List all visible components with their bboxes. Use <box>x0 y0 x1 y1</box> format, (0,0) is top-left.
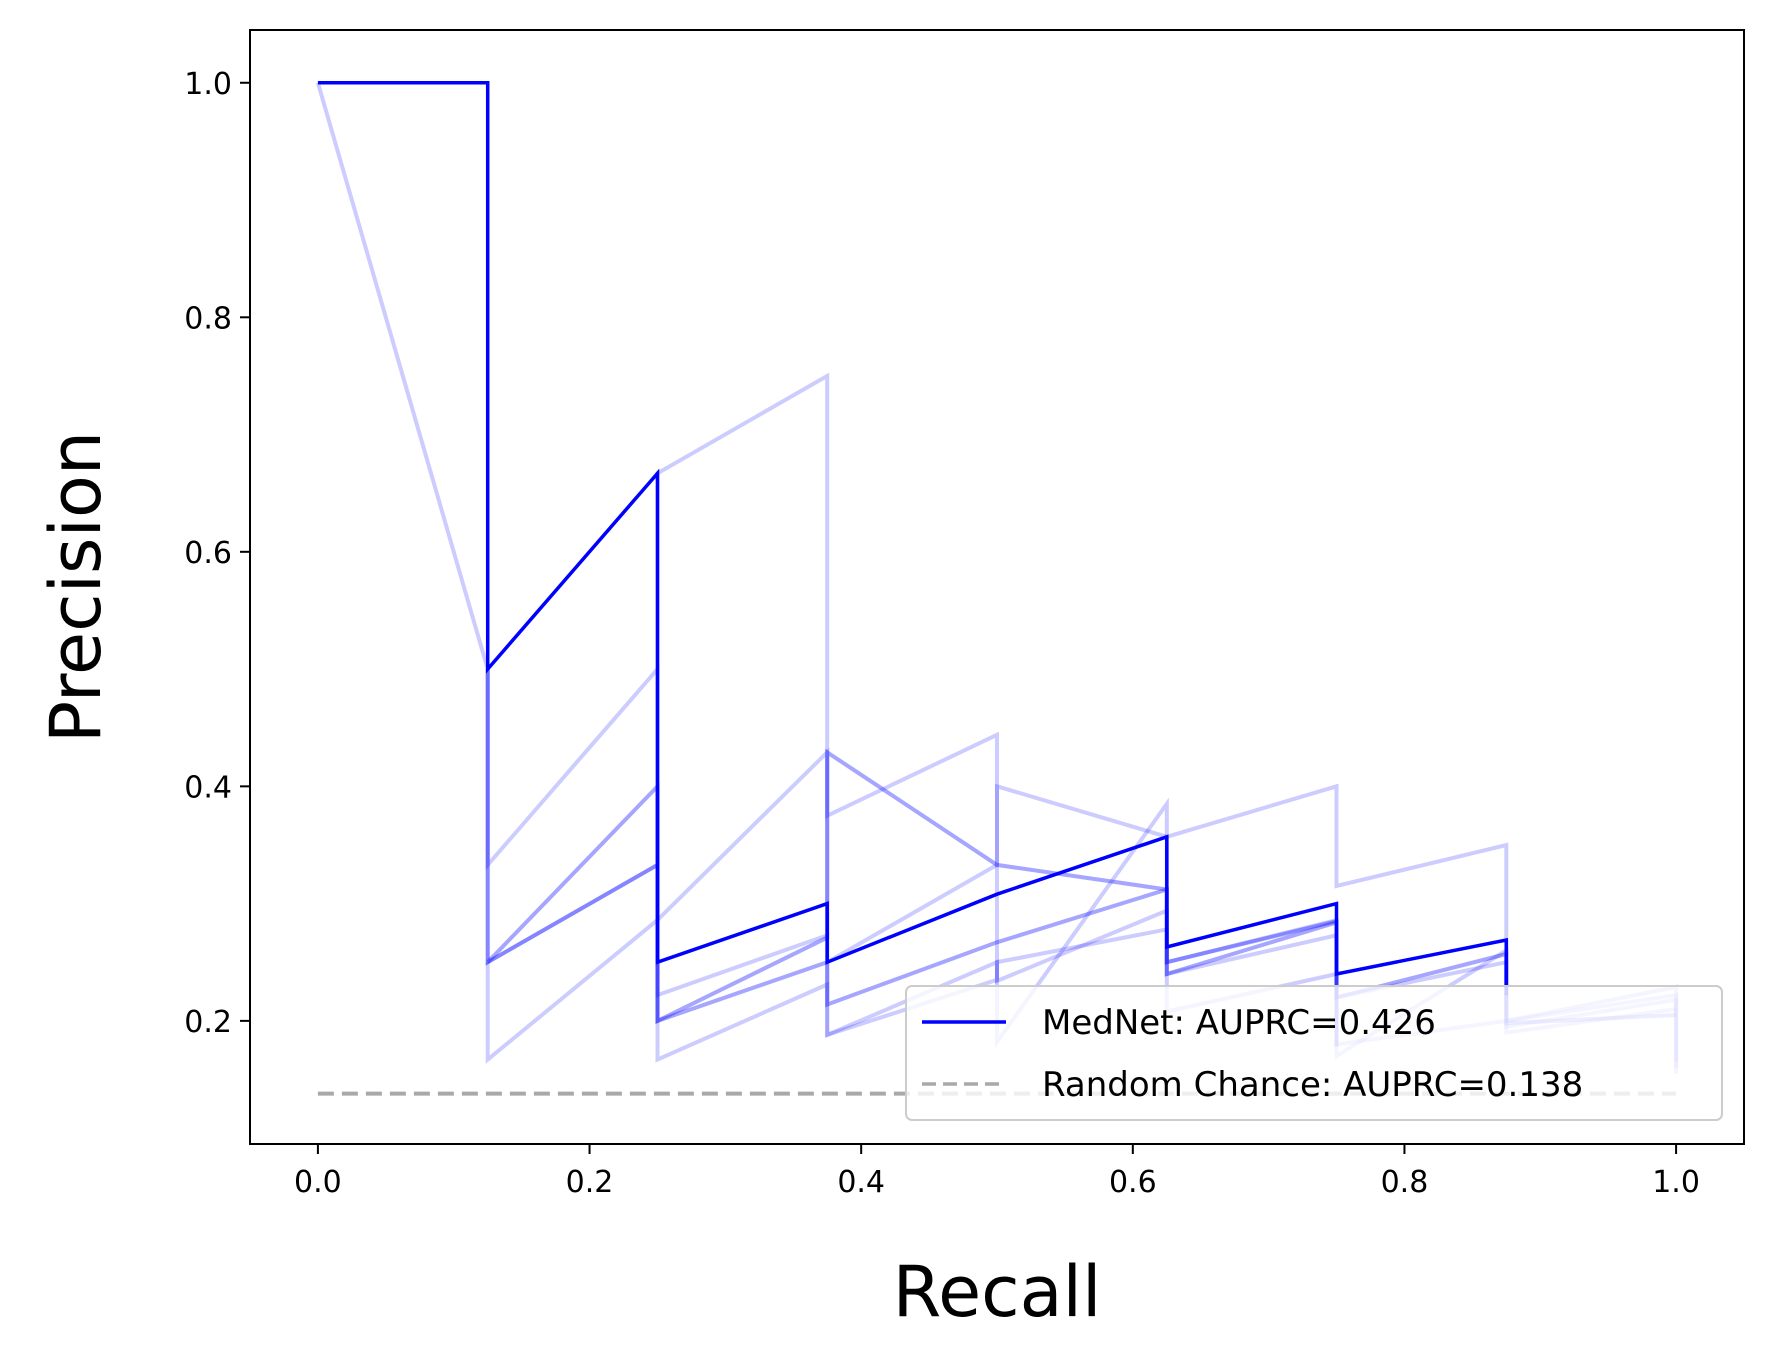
y-tick-label: 0.2 <box>184 1005 232 1040</box>
y-tick-label: 0.4 <box>184 770 232 805</box>
x-axis-label: Recall <box>893 1251 1102 1333</box>
y-axis-label: Precision <box>35 431 117 743</box>
x-axis-ticks: 0.0 0.2 0.4 0.6 0.8 1.0 <box>294 1144 1700 1200</box>
x-tick-label: 0.2 <box>566 1165 614 1200</box>
fold-curve-5 <box>486 748 1677 1026</box>
legend-box <box>905 985 1723 1121</box>
y-tick-label: 0.6 <box>184 536 232 571</box>
x-tick-label: 1.0 <box>1652 1165 1700 1200</box>
x-tick-label: 0.8 <box>1381 1165 1429 1200</box>
mednet-curve <box>317 81 1509 996</box>
fold-curve-1 <box>315 82 1679 1062</box>
x-tick-label: 0.0 <box>294 1165 342 1200</box>
curves-layer <box>315 81 1679 1096</box>
plot-frame <box>249 29 1745 1145</box>
legend: MedNet: AUPRC=0.426 Random Chance: AUPRC… <box>905 985 1723 1121</box>
x-tick-label: 0.6 <box>1109 1165 1157 1200</box>
fold-curve-2 <box>485 372 1679 1068</box>
fold-curve-6 <box>485 669 1339 1047</box>
y-tick-label: 1.0 <box>184 67 232 102</box>
y-axis-ticks: 0.2 0.4 0.6 0.8 1.0 <box>184 67 250 1040</box>
legend-label-random: Random Chance: AUPRC=0.138 <box>1042 1065 1583 1105</box>
legend-label-mednet: MedNet: AUPRC=0.426 <box>1042 1003 1436 1043</box>
y-tick-label: 0.8 <box>184 301 232 336</box>
x-tick-label: 0.4 <box>837 1165 885 1200</box>
